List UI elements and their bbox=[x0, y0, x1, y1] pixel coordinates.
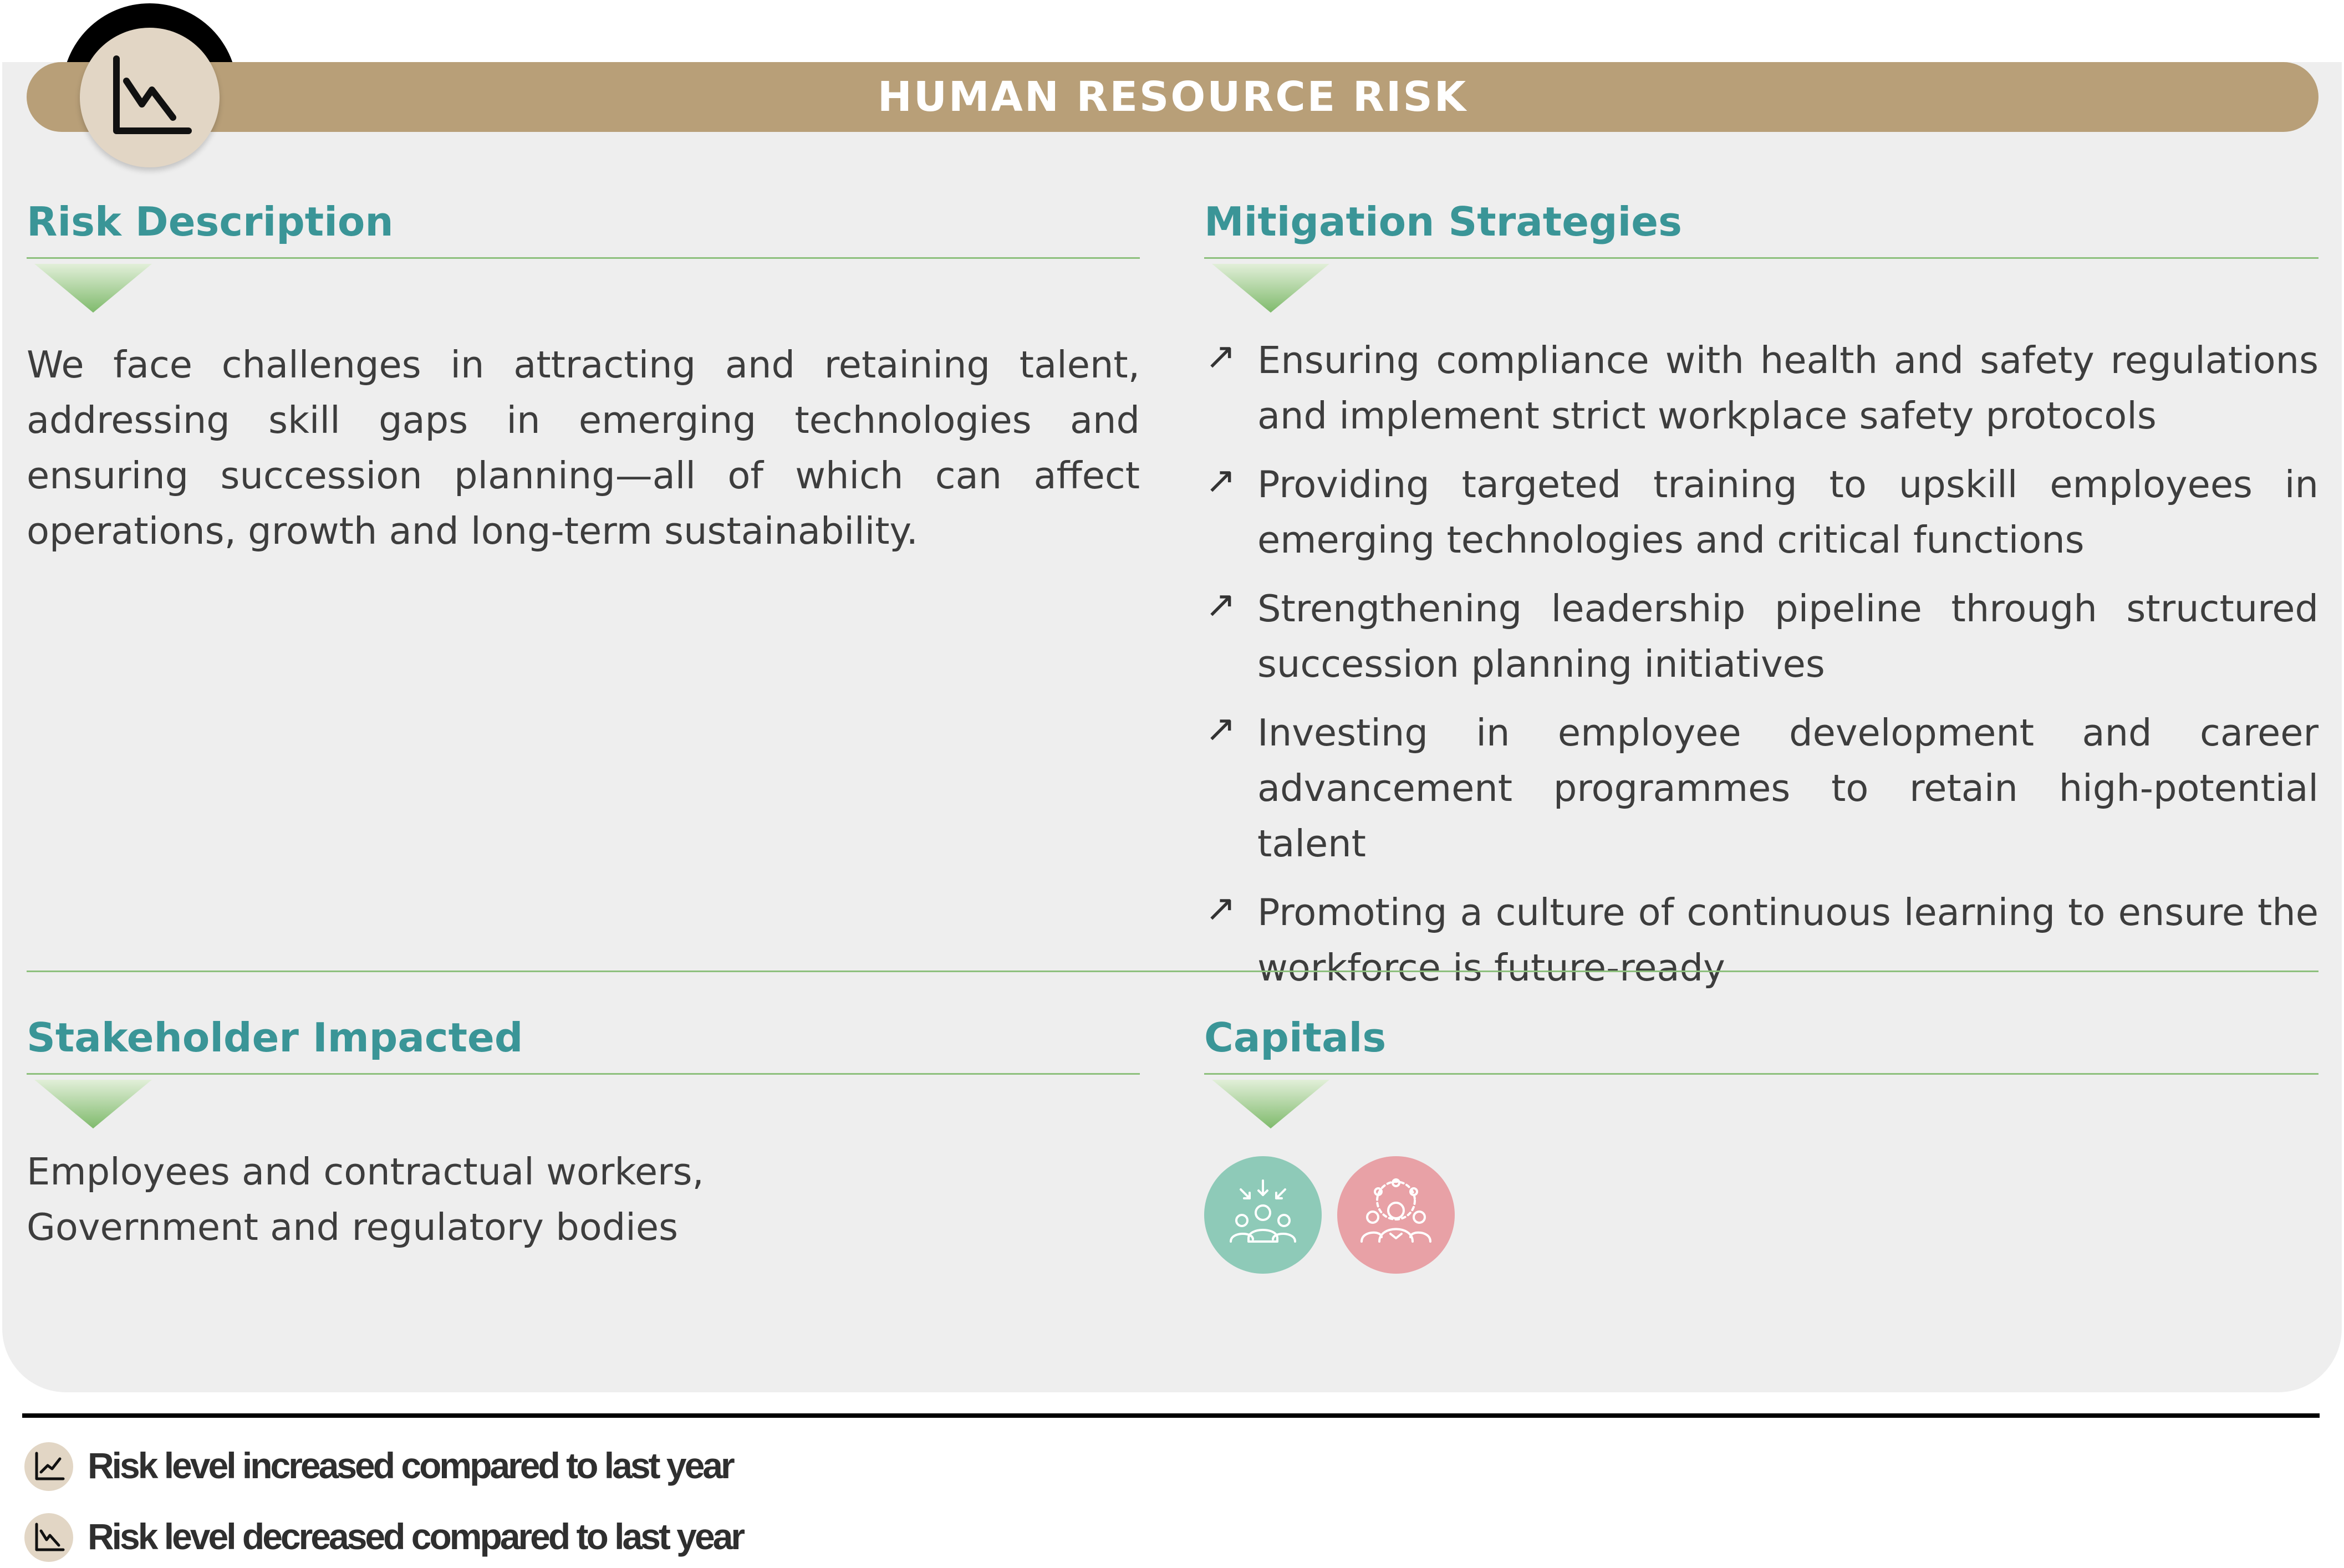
mitigation-title: Mitigation Strategies bbox=[1204, 198, 1682, 245]
list-item: ↗ Strengthening leadership pipeline thro… bbox=[1205, 584, 2318, 686]
legend-label: Risk level decreased compared to last ye… bbox=[88, 1516, 745, 1557]
risk-trend-badge bbox=[80, 28, 220, 167]
trend-up-icon bbox=[35, 1452, 65, 1480]
legend-icon-badge bbox=[24, 1442, 73, 1491]
list-item: ↗ Providing targeted training to upskill… bbox=[1205, 459, 2318, 561]
risk-description-title: Risk Description bbox=[27, 198, 394, 245]
risk-description-text: We face challenges in attracting and ret… bbox=[27, 343, 1140, 553]
section-pointer bbox=[1212, 1080, 1329, 1128]
trend-down-icon bbox=[113, 55, 192, 134]
page-title: HUMAN RESOURCE RISK bbox=[877, 73, 1468, 121]
arrow-up-right-icon: ↗ bbox=[1205, 335, 1236, 376]
stakeholder-line: Employees and contractual workers, bbox=[27, 1150, 704, 1193]
stakeholder-title: Stakeholder Impacted bbox=[27, 1014, 523, 1061]
stakeholder-line: Government and regulatory bodies bbox=[27, 1206, 678, 1249]
arrow-up-right-icon: ↗ bbox=[1205, 708, 1236, 749]
list-item: ↗ Promoting a culture of continuous lear… bbox=[1205, 887, 2318, 989]
section-pointer bbox=[1212, 264, 1329, 313]
trend-down-icon bbox=[35, 1523, 65, 1551]
section-rule bbox=[27, 257, 1140, 259]
arrow-up-right-icon: ↗ bbox=[1205, 887, 1236, 928]
arrow-up-right-icon: ↗ bbox=[1205, 459, 1236, 500]
section-rule bbox=[27, 1073, 1140, 1075]
stakeholder-text: Employees and contractual workers, Gover… bbox=[27, 1144, 1140, 1255]
section-rule bbox=[1204, 1073, 2318, 1075]
section-pointer bbox=[34, 1080, 152, 1128]
capitals-title: Capitals bbox=[1204, 1014, 1387, 1061]
human-capital-icon bbox=[1204, 1156, 1322, 1274]
footer-rule bbox=[22, 1413, 2320, 1418]
header-bar bbox=[27, 62, 2318, 132]
arrow-up-right-icon: ↗ bbox=[1205, 584, 1236, 625]
legend-icon-badge bbox=[24, 1513, 73, 1562]
legend-label: Risk level increased compared to last ye… bbox=[88, 1445, 735, 1486]
social-capital-icon bbox=[1337, 1156, 1455, 1274]
section-rule bbox=[1204, 257, 2318, 259]
section-pointer bbox=[34, 264, 152, 313]
list-item: ↗ Investing in employee development and … bbox=[1205, 708, 2318, 865]
risk-card bbox=[2, 62, 2342, 1392]
list-item: ↗ Ensuring compliance with health and sa… bbox=[1205, 335, 2318, 437]
row-divider bbox=[27, 971, 2318, 972]
mitigation-list: ↗ Ensuring compliance with health and sa… bbox=[1204, 333, 2318, 1009]
